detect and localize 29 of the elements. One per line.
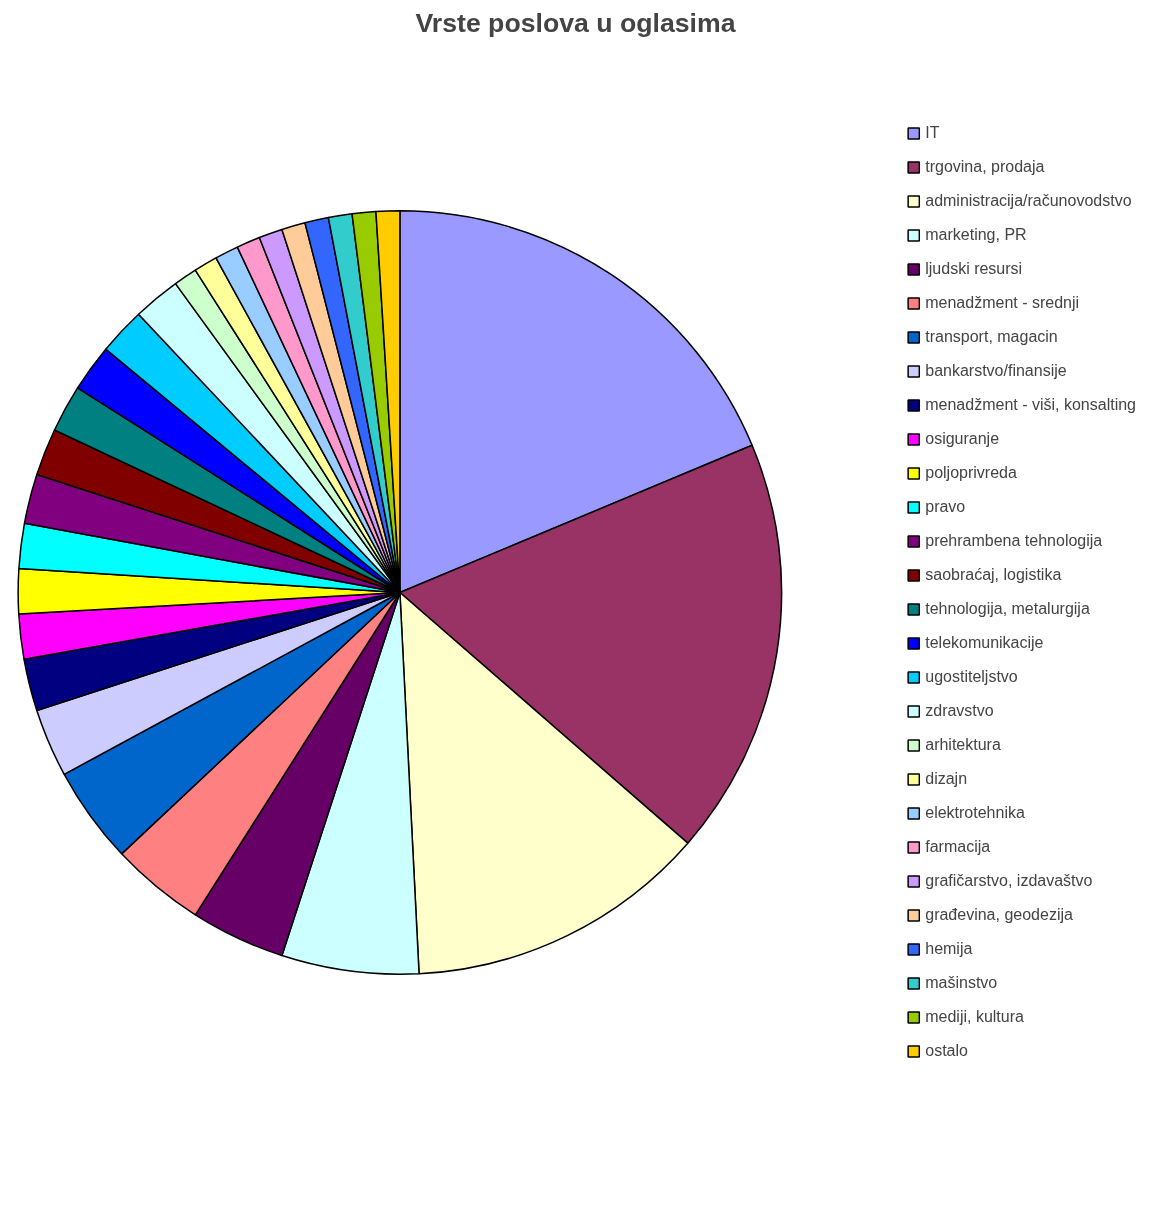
legend-label: osiguranje (925, 429, 1000, 449)
legend-label: ostalo (925, 1041, 968, 1061)
legend-label: elektrotehnika (925, 803, 1025, 823)
legend-label: hemija (925, 939, 973, 959)
legend-label: zdravstvo (925, 701, 994, 721)
legend-label: tehnologija, metalurgija (925, 599, 1090, 619)
legend-label: ugostiteljstvo (925, 667, 1018, 687)
legend-label: mediji, kultura (925, 1007, 1024, 1027)
legend-label: pravo (925, 497, 966, 517)
legend-label: saobraćaj, logistika (925, 565, 1062, 585)
legend-label: poljoprivreda (925, 463, 1017, 483)
legend-label: ljudski resursi (925, 259, 1023, 279)
legend-label: dizajn (925, 769, 968, 789)
legend-label: IT (925, 123, 941, 143)
legend-label: menadžment - srednji (925, 293, 1080, 313)
legend-label: farmacija (925, 837, 991, 857)
legend-label: grafičarstvo, izdavaštvo (925, 871, 1093, 891)
legend-label: bankarstvo/finansije (925, 361, 1067, 381)
legend-label: trgovina, prodaja (925, 157, 1045, 177)
legend-label: administracija/računovodstvo (925, 191, 1132, 211)
legend-label: prehrambena tehnologija (925, 531, 1103, 551)
legend-label: arhitektura (925, 735, 1001, 755)
legend-label: menadžment - viši, konsalting (925, 395, 1136, 415)
legend-label: mašinstvo (925, 973, 998, 993)
legend-label: telekomunikacije (925, 633, 1044, 653)
legend-label: građevina, geodezija (925, 905, 1073, 925)
chart-title: Vrste poslova u oglasima (415, 7, 736, 38)
legend-label: transport, magacin (925, 327, 1058, 347)
legend-label: marketing, PR (925, 225, 1027, 245)
